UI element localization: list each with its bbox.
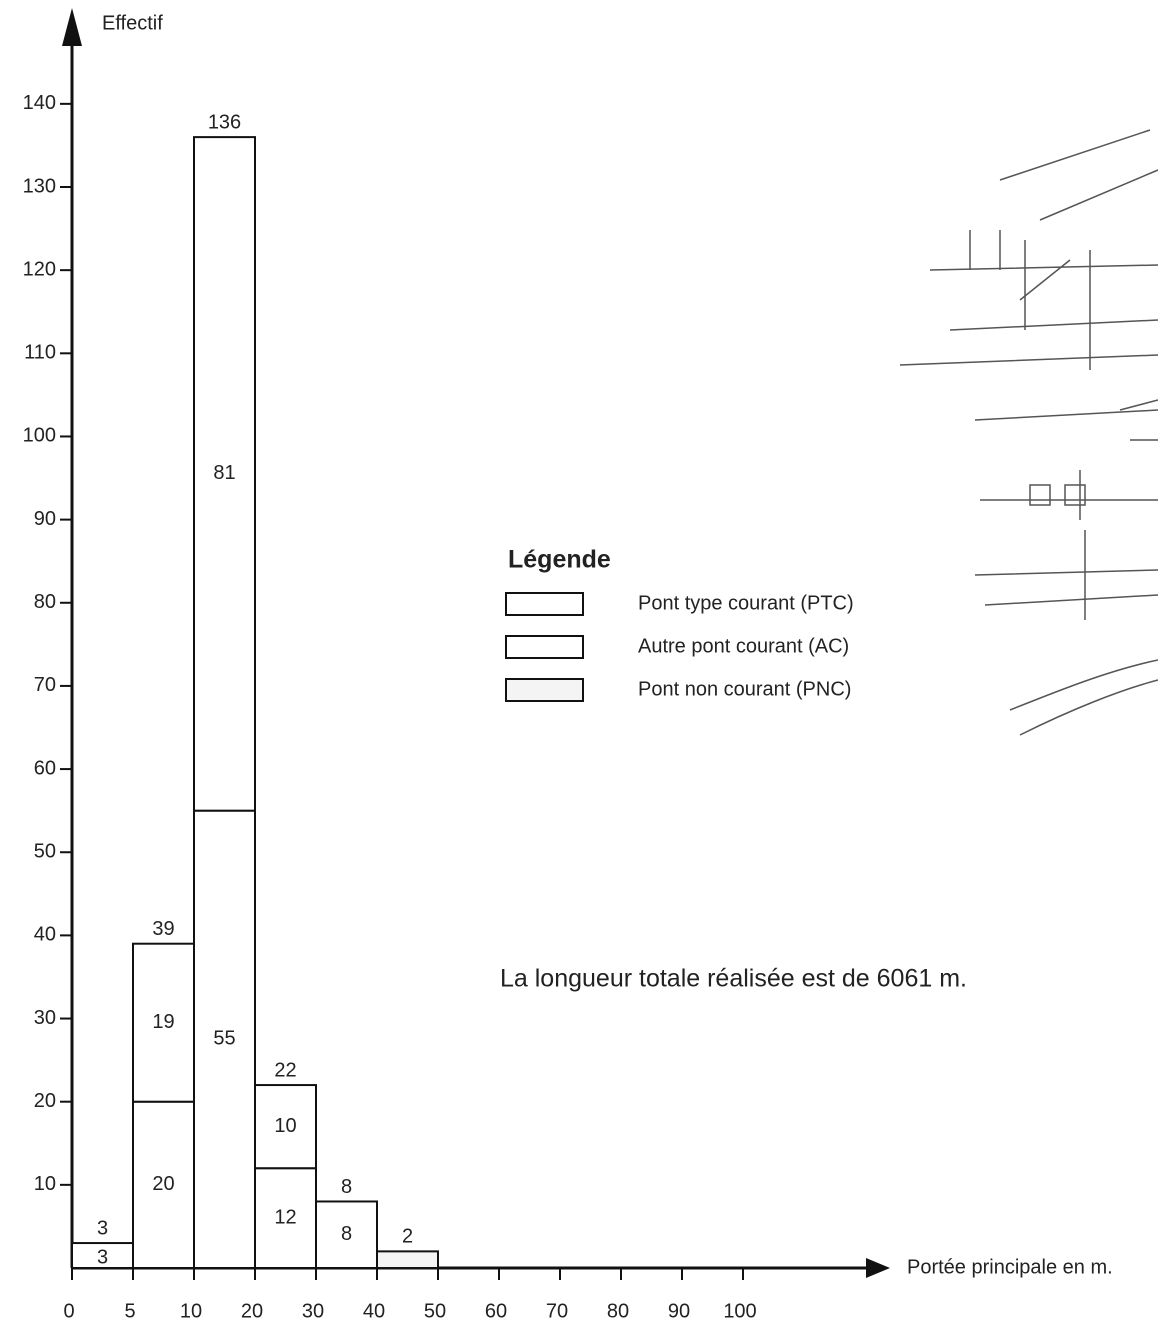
y-tick-label: 140 (23, 92, 56, 114)
segment-label: 55 (213, 1028, 235, 1050)
bar-segment (132, 942, 195, 1103)
segment-label: 8 (341, 1223, 352, 1245)
y-tick-label: 130 (23, 175, 56, 197)
legend-swatch (505, 635, 584, 659)
x-tick-label: 90 (668, 1300, 690, 1322)
segment-label: 3 (97, 1246, 108, 1268)
legend-label: Pont non courant (PNC) (638, 678, 851, 700)
x-axis-label: Portée principale en m. (907, 1256, 1113, 1278)
total-label: 136 (208, 111, 241, 133)
y-tick-label: 30 (34, 1007, 56, 1029)
total-label: 39 (152, 918, 174, 940)
total-label: 2 (402, 1226, 413, 1248)
legend-swatch (505, 592, 584, 616)
total-label: 3 (97, 1217, 108, 1239)
x-tick-label: 60 (485, 1300, 507, 1322)
y-tick-label: 90 (34, 508, 56, 530)
x-tick-label: 70 (546, 1300, 568, 1322)
segment-label: 10 (274, 1115, 296, 1137)
y-tick-label: 120 (23, 258, 56, 280)
y-tick-label: 100 (23, 425, 56, 447)
y-tick-label: 20 (34, 1090, 56, 1112)
bar-segment (193, 136, 256, 812)
legend-label: Autre pont courant (AC) (638, 635, 849, 657)
y-tick-label: 40 (34, 924, 56, 946)
total-label: 22 (274, 1059, 296, 1081)
bar-segment (376, 1250, 439, 1270)
legend-title: Légende (508, 546, 611, 574)
x-tick-label: 5 (124, 1300, 135, 1322)
x-tick-label: 100 (723, 1300, 756, 1322)
y-tick-label: 80 (34, 591, 56, 613)
y-tick-label: 10 (34, 1173, 56, 1195)
x-tick-label: 20 (241, 1300, 263, 1322)
total-label: 8 (341, 1176, 352, 1198)
x-tick-label: 80 (607, 1300, 629, 1322)
segment-label: 81 (213, 462, 235, 484)
y-tick-label: 50 (34, 841, 56, 863)
segment-label: 20 (152, 1173, 174, 1195)
bar-segment (254, 1167, 317, 1269)
segment-label: 12 (274, 1206, 296, 1228)
bar-segment (315, 1200, 378, 1269)
legend-label: Pont type courant (PTC) (638, 592, 854, 614)
x-tick-label: 50 (424, 1300, 446, 1322)
x-tick-label: 0 (63, 1300, 74, 1322)
bar-segment (254, 1084, 317, 1170)
annotation: La longueur totale réalisée est de 6061 … (500, 965, 967, 993)
x-tick-label: 10 (180, 1300, 202, 1322)
sketch (899, 129, 1158, 736)
y-axis-label: Effectif (102, 12, 163, 34)
legend-swatch (505, 678, 584, 702)
y-tick-label: 60 (34, 757, 56, 779)
x-tick-label: 40 (363, 1300, 385, 1322)
y-tick-label: 110 (24, 342, 56, 364)
y-tick-label: 70 (34, 674, 56, 696)
y-axis-arrow (62, 8, 82, 46)
segment-label: 19 (152, 1011, 174, 1033)
x-tick-label: 30 (302, 1300, 324, 1322)
x-axis-arrow (866, 1258, 890, 1278)
